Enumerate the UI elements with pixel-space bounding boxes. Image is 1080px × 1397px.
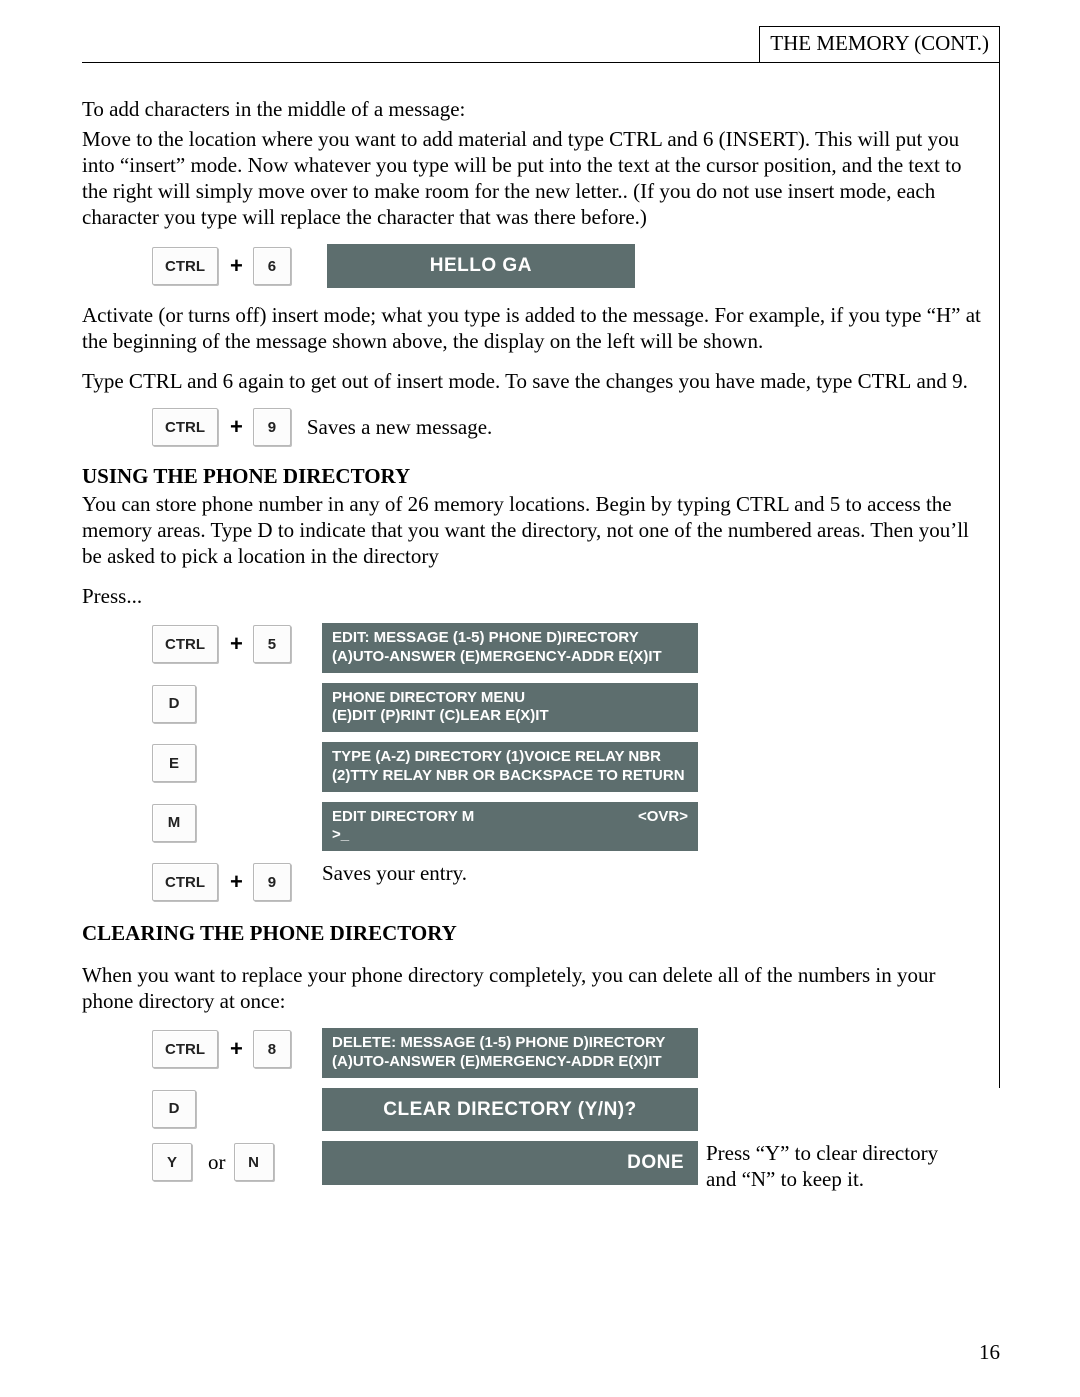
edit-dir-m-prompt: >_	[332, 826, 688, 845]
keys-ctrl-9: CTRL + 9	[152, 861, 322, 903]
saves-entry-text: Saves your entry.	[322, 861, 467, 886]
activate-paragraph: Activate (or turns off) insert mode; wha…	[82, 302, 982, 354]
section-using-directory: USING THE PHONE DIRECTORY	[82, 464, 982, 489]
or-label: or	[208, 1150, 226, 1175]
key-ctrl: CTRL	[152, 247, 218, 285]
key-ctrl: CTRL	[152, 625, 218, 663]
key-9: 9	[253, 408, 291, 446]
plus-icon: +	[230, 1036, 243, 1062]
plus-icon: +	[230, 414, 243, 440]
key-ctrl: CTRL	[152, 1030, 218, 1068]
key-9: 9	[253, 863, 291, 901]
plus-icon: +	[230, 869, 243, 895]
key-e: E	[152, 744, 196, 782]
intro-paragraph: Move to the location where you want to a…	[82, 126, 982, 230]
key-d: D	[152, 1090, 196, 1128]
type-again-paragraph: Type CTRL and 6 again to get out of inse…	[82, 368, 982, 394]
plus-icon: +	[230, 253, 243, 279]
clearing-sequence: CTRL + 8 DELETE: MESSAGE (1-5) PHONE D)I…	[82, 1028, 982, 1192]
press-label: Press...	[82, 583, 982, 609]
keys-y-or-n: Y or N	[152, 1141, 322, 1183]
keys-d-2: D	[152, 1088, 322, 1130]
display-hello-ga-text: HELLO GA	[430, 255, 532, 276]
display-done-text: DONE	[627, 1152, 684, 1173]
keys-e: E	[152, 742, 322, 784]
key-ctrl: CTRL	[152, 863, 218, 901]
key-y: Y	[152, 1143, 192, 1181]
page-right-rule	[999, 62, 1001, 1088]
keys-m: M	[152, 802, 322, 844]
display-delete-message: DELETE: MESSAGE (1-5) PHONE D)IRECTORY (…	[322, 1028, 698, 1078]
edit-dir-m-left: EDIT DIRECTORY M	[332, 808, 474, 827]
key-d: D	[152, 685, 196, 723]
page-number: 16	[979, 1340, 1000, 1365]
section-clearing-directory: CLEARING THE PHONE DIRECTORY	[82, 921, 982, 946]
display-edit-message: EDIT: MESSAGE (1-5) PHONE D)IRECTORY (A)…	[322, 623, 698, 673]
display-type-az: TYPE (A-Z) DIRECTORY (1)VOICE RELAY NBR …	[322, 742, 698, 792]
key-5: 5	[253, 625, 291, 663]
saves-entry-cell: Saves your entry.	[322, 861, 698, 886]
key-n: N	[234, 1143, 274, 1181]
page-header-title: THE MEMORY (CONT.)	[770, 31, 989, 55]
row-ctrl-9-save: CTRL + 9 Saves a new message.	[82, 408, 982, 446]
display-edit-dir-m: EDIT DIRECTORY M <OVR> >_	[322, 802, 698, 852]
display-phone-menu: PHONE DIRECTORY MENU (E)DIT (P)RINT (C)L…	[322, 683, 698, 733]
edit-dir-m-right: <OVR>	[638, 808, 688, 827]
intro-line-1: To add characters in the middle of a mes…	[82, 96, 982, 122]
page-top-rule	[82, 62, 1000, 63]
display-clear-directory-text: CLEAR DIRECTORY (Y/N)?	[383, 1099, 636, 1120]
directory-sequence: CTRL + 5 EDIT: MESSAGE (1-5) PHONE D)IRE…	[82, 623, 982, 903]
page-header-box: THE MEMORY (CONT.)	[759, 26, 1000, 62]
clearing-paragraph: When you want to replace your phone dire…	[82, 962, 982, 1014]
display-hello-ga: HELLO GA	[327, 244, 635, 288]
plus-icon: +	[230, 631, 243, 657]
using-paragraph: You can store phone number in any of 26 …	[82, 491, 982, 569]
page-content: To add characters in the middle of a mes…	[82, 96, 982, 1192]
key-6: 6	[253, 247, 291, 285]
saves-new-text: Saves a new message.	[307, 415, 492, 440]
press-yn-note: Press “Y” to clear directory and “N” to …	[698, 1141, 948, 1191]
keys-ctrl-5: CTRL + 5	[152, 623, 322, 665]
row-ctrl-6-hello: CTRL + 6 HELLO GA	[82, 244, 982, 288]
display-clear-directory: CLEAR DIRECTORY (Y/N)?	[322, 1088, 698, 1132]
key-m: M	[152, 804, 196, 842]
display-done: DONE	[322, 1141, 698, 1185]
key-ctrl: CTRL	[152, 408, 218, 446]
key-8: 8	[253, 1030, 291, 1068]
keys-d: D	[152, 683, 322, 725]
keys-ctrl-8: CTRL + 8	[152, 1028, 322, 1070]
